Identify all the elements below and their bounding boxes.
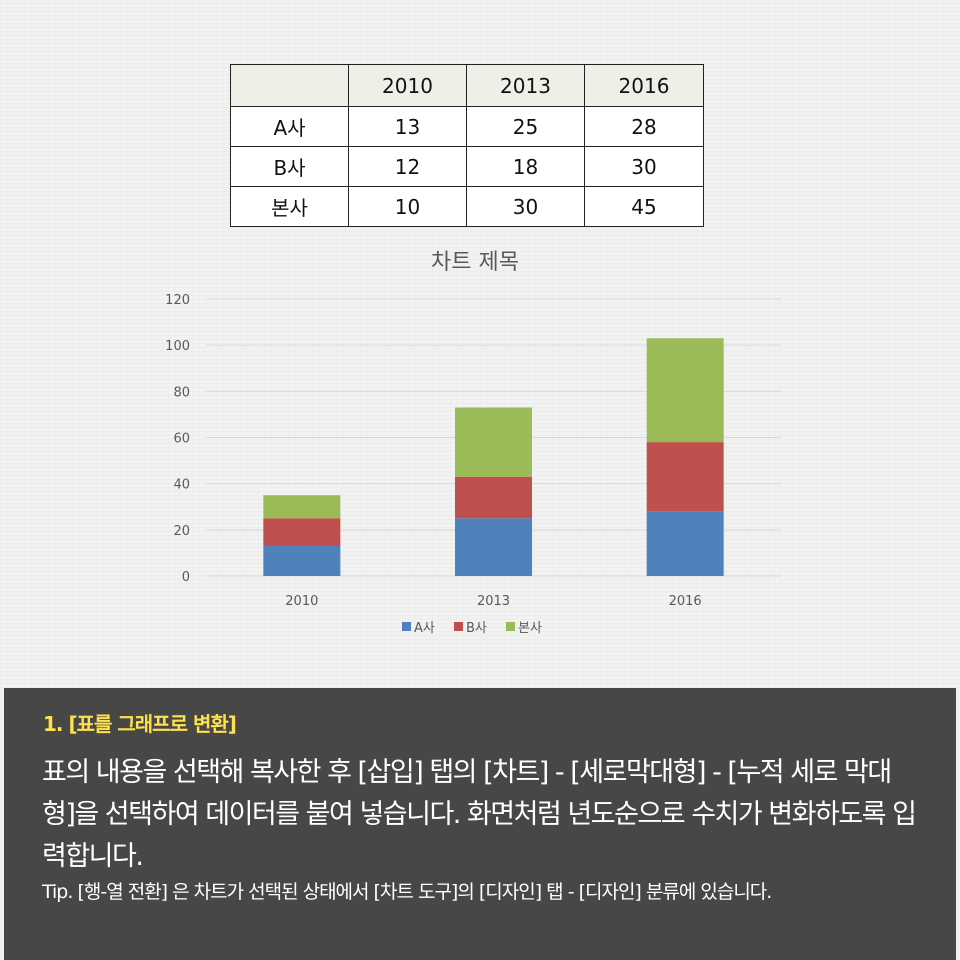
y-tick-label: 80 xyxy=(173,385,190,400)
bar-segment xyxy=(646,442,724,512)
y-tick-label: 0 xyxy=(182,570,190,585)
legend-label: A사 xyxy=(414,621,435,636)
y-tick-label: 100 xyxy=(165,339,190,354)
table-row-label: B사 xyxy=(230,146,349,187)
legend-label: 본사 xyxy=(518,621,542,636)
table-row-label: A사 xyxy=(230,106,349,147)
table-cell: 13 xyxy=(348,106,467,147)
table-cell: 45 xyxy=(584,186,704,227)
stacked-bar-chart: 차트 제목 0 20 40 60 80 100 120 2010 2013 2016 A사 B사 본… xyxy=(165,250,781,636)
table-header-cell: 2010 xyxy=(348,64,467,107)
table-row: B사 12 18 30 xyxy=(230,146,704,187)
bar-segment xyxy=(455,476,532,519)
table-header-cell: 2016 xyxy=(584,64,704,107)
table-row-label: 본사 xyxy=(230,186,349,227)
bar-segment xyxy=(263,495,341,519)
y-tick-label: 120 xyxy=(165,293,190,308)
table-cell: 25 xyxy=(466,106,585,147)
table-cell: 12 xyxy=(348,146,467,187)
x-tick-label: 2016 xyxy=(669,594,702,609)
table-cell: 30 xyxy=(466,186,585,227)
data-table: 2010 2013 2016 A사 13 25 28 B사 12 18 30 본… xyxy=(230,64,704,227)
bar-segment xyxy=(263,545,341,576)
bars xyxy=(263,338,724,576)
info-panel: 1. [표를 그래프로 변환] 표의 내용을 선택해 복사한 후 [삽입] 탭의… xyxy=(4,688,956,960)
table-header-cell: 2013 xyxy=(466,64,585,107)
legend-swatch xyxy=(402,622,411,631)
bar-segment xyxy=(646,338,724,443)
table-row: A사 13 25 28 xyxy=(230,106,704,147)
table-cell: 28 xyxy=(584,106,704,147)
legend-swatch xyxy=(454,622,463,631)
table-row: 본사 10 30 45 xyxy=(230,186,704,227)
y-tick-label: 60 xyxy=(173,432,190,447)
bar-segment xyxy=(455,518,532,576)
y-tick-label: 40 xyxy=(173,478,190,493)
y-tick-label: 20 xyxy=(173,524,190,539)
info-tip: Tip. [행-열 전환] 은 차트가 선택된 상태에서 [차트 도구]의 [디… xyxy=(42,881,772,903)
y-axis-ticks: 0 20 40 60 80 100 120 xyxy=(165,293,190,585)
info-heading: 1. [표를 그래프로 변환] xyxy=(43,712,237,736)
table-cell: 18 xyxy=(466,146,585,187)
table-header-row: 2010 2013 2016 xyxy=(230,64,704,107)
legend-label: B사 xyxy=(466,621,487,636)
chart-title: 차트 제목 xyxy=(431,250,519,275)
x-tick-label: 2010 xyxy=(285,594,318,609)
x-axis-ticks: 2010 2013 2016 xyxy=(285,594,701,609)
bar-segment xyxy=(646,511,724,576)
bar-segment xyxy=(263,518,341,546)
legend-swatch xyxy=(506,622,515,631)
table-cell: 10 xyxy=(348,186,467,227)
x-tick-label: 2013 xyxy=(477,594,510,609)
table-header-cell xyxy=(230,64,349,107)
info-body: 표의 내용을 선택해 복사한 후 [삽입] 탭의 [차트] - [세로막대형] … xyxy=(42,757,917,872)
legend: A사 B사 본사 xyxy=(402,621,542,636)
bar-segment xyxy=(455,407,532,477)
table-cell: 30 xyxy=(584,146,704,187)
